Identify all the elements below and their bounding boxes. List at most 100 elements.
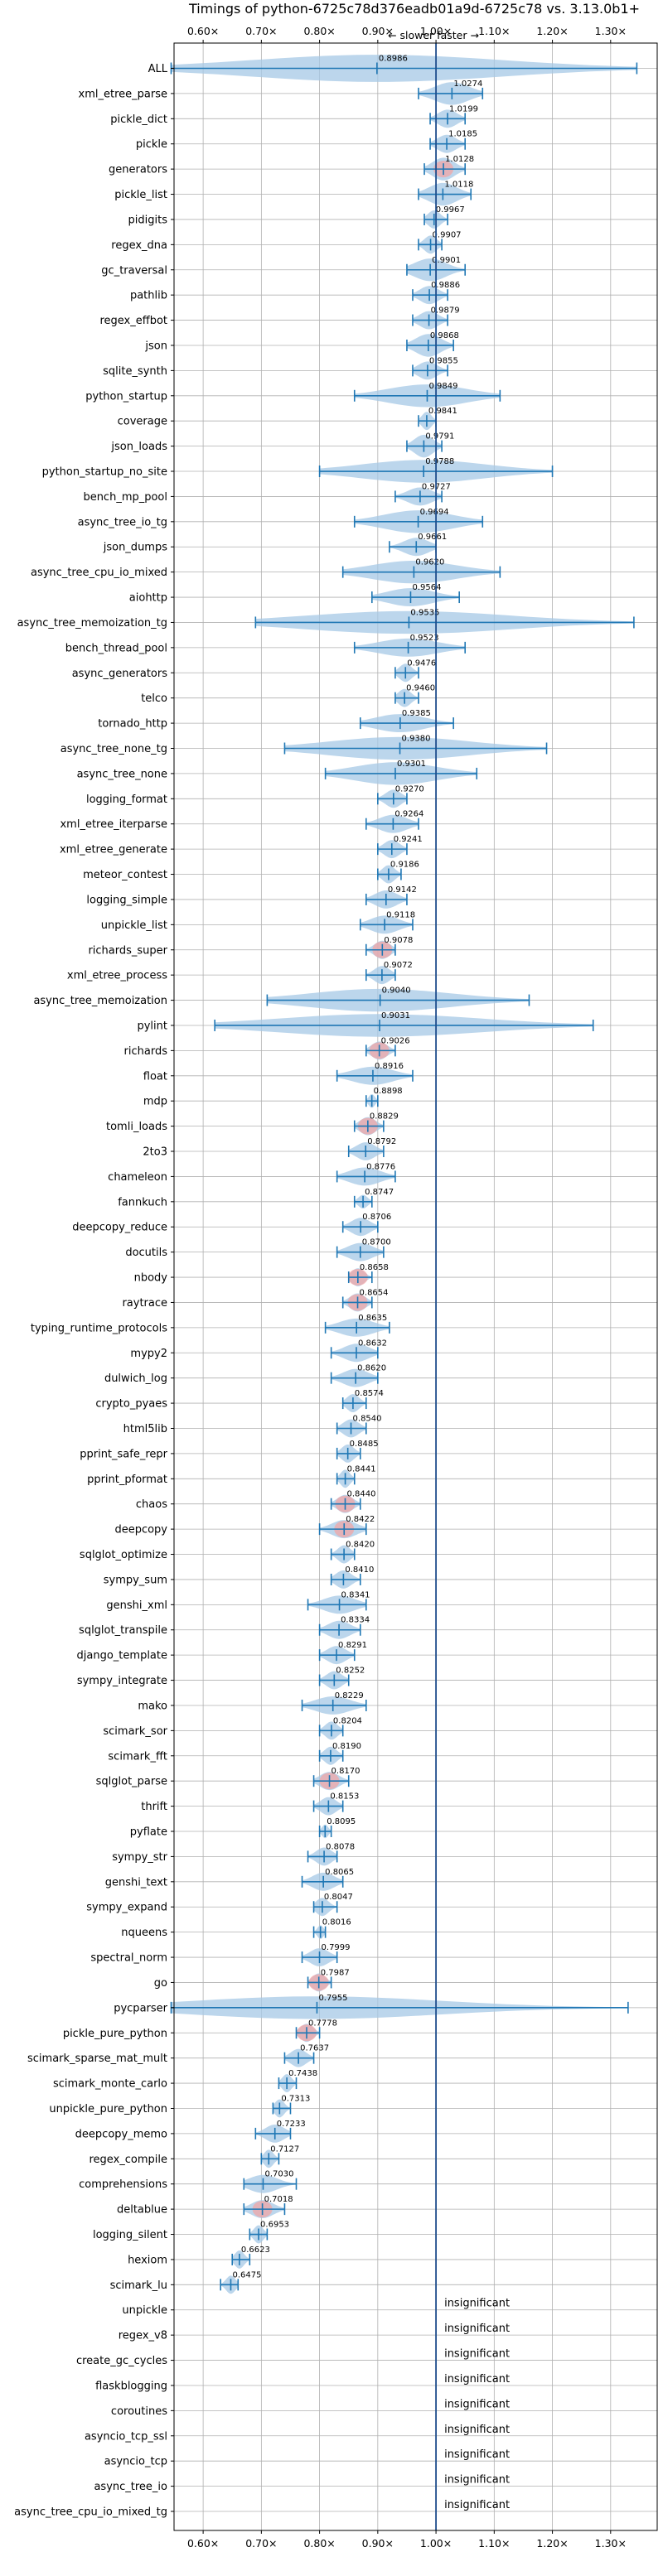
benchmark-label: pathlib <box>130 290 167 302</box>
benchmark-label: pprint_safe_repr <box>80 1448 167 1460</box>
benchmark-label: python_startup_no_site <box>42 466 167 479</box>
insignificant-label: insignificant <box>444 2373 510 2385</box>
value-label: 0.8204 <box>333 1716 362 1725</box>
value-label: 0.8252 <box>336 1667 365 1676</box>
value-label: 0.8153 <box>330 1792 359 1802</box>
benchmark-label: scimark_monte_carlo <box>53 2078 167 2091</box>
value-label: 0.8654 <box>360 1288 389 1297</box>
benchmark-label: sqlglot_parse <box>96 1776 167 1788</box>
insignificant-label: insignificant <box>444 2424 510 2436</box>
benchmark-label: nqueens <box>121 1927 167 1939</box>
benchmark-label: coroutines <box>111 2405 167 2418</box>
value-label: 0.9907 <box>433 230 462 239</box>
x-tick-label-top: 0.70× <box>245 25 277 37</box>
value-label: 0.8422 <box>346 1515 375 1524</box>
x-tick-label-bottom: 0.90× <box>362 2537 394 2549</box>
value-label: 0.9270 <box>395 784 424 794</box>
value-label: 0.9380 <box>402 734 431 743</box>
insignificant-label: insignificant <box>444 2323 510 2335</box>
value-label: 0.8441 <box>347 1464 376 1474</box>
value-label: 0.7313 <box>281 2094 310 2103</box>
benchmark-label: scimark_lu <box>110 2279 167 2292</box>
benchmark-label: xml_etree_process <box>67 970 167 982</box>
value-label: 0.8440 <box>347 1490 376 1499</box>
value-label: 0.9031 <box>381 1011 410 1020</box>
benchmark-label: scimark_sparse_mat_mult <box>27 2053 167 2065</box>
benchmark-label: richards_super <box>88 944 167 957</box>
benchmark-label: pylint <box>137 1020 167 1032</box>
benchmark-label: regex_v8 <box>119 2330 167 2342</box>
value-label: 0.7999 <box>322 1943 351 1952</box>
x-tick-label-bottom: 1.00× <box>420 2537 452 2549</box>
value-label: 0.9620 <box>415 558 444 567</box>
value-label: 0.7018 <box>264 2195 293 2204</box>
value-label: 0.8574 <box>355 1389 384 1398</box>
value-label: 0.9264 <box>394 810 423 819</box>
benchmark-label: pickle <box>136 138 167 151</box>
insignificant-label: insignificant <box>444 2398 510 2410</box>
benchmark-label: pyflate <box>130 1826 167 1839</box>
value-label: 0.9072 <box>384 961 413 970</box>
value-label: 0.8229 <box>335 1691 364 1700</box>
value-label: 0.8776 <box>366 1162 395 1171</box>
benchmark-label: create_gc_cycles <box>76 2355 167 2367</box>
benchmark-label: genshi_text <box>105 1876 167 1889</box>
value-label: 0.8706 <box>362 1213 391 1222</box>
value-label: 0.9841 <box>428 407 457 416</box>
benchmark-label: tomli_loads <box>106 1121 167 1133</box>
benchmark-label: regex_dna <box>111 239 167 252</box>
value-label: 0.9901 <box>432 256 461 265</box>
benchmark-label: async_tree_memoization_tg <box>17 617 167 630</box>
value-label: 0.9661 <box>418 533 447 542</box>
benchmark-label: flaskblogging <box>95 2380 167 2392</box>
benchmark-label: unpickle <box>122 2304 167 2317</box>
value-label: 0.8747 <box>365 1188 394 1197</box>
benchmark-label: logging_format <box>86 794 167 806</box>
value-label: 0.9855 <box>429 356 458 365</box>
benchmark-label: gc_traversal <box>101 264 167 277</box>
benchmark-label: html5lib <box>123 1423 167 1435</box>
x-axis-ticks: 0.60× 0.60× 0.70× 0.70× 0.80× 0.80× 0.90× 0.90×… <box>171 25 627 2549</box>
benchmark-label: xml_etree_iterparse <box>60 818 167 831</box>
benchmark-label: django_template <box>77 1650 167 1662</box>
value-label: 0.8658 <box>360 1263 389 1272</box>
benchmark-label: pickle_dict <box>110 113 167 126</box>
benchmark-label: fannkuch <box>118 1196 167 1208</box>
benchmark-label: sqlglot_transpile <box>79 1624 167 1637</box>
value-label: 0.8341 <box>341 1590 370 1599</box>
benchmark-label: unpickle_pure_python <box>49 2103 167 2115</box>
benchmark-label: crypto_pyaes <box>95 1398 167 1411</box>
value-label: 0.8829 <box>370 1112 399 1122</box>
value-label: 0.9460 <box>406 684 435 693</box>
value-label: 0.9301 <box>397 760 426 769</box>
value-label: 0.8898 <box>374 1087 403 1096</box>
value-label: 0.9788 <box>425 457 454 466</box>
benchmark-label: comprehensions <box>79 2178 167 2191</box>
benchmark-label: sympy_str <box>112 1851 167 1864</box>
benchmark-label: mypy2 <box>130 1348 167 1360</box>
value-label: 0.7637 <box>300 2044 329 2053</box>
value-label: 0.8190 <box>332 1742 361 1751</box>
benchmark-label: sympy_integrate <box>77 1675 167 1687</box>
benchmark-label: python_startup <box>85 390 167 403</box>
value-label: 0.9694 <box>420 508 449 517</box>
benchmark-label: regex_compile <box>89 2154 167 2166</box>
benchmark-label: chaos <box>136 1498 167 1511</box>
value-label: 0.8078 <box>326 1842 355 1851</box>
value-label: 0.9142 <box>388 885 417 895</box>
benchmark-label: async_tree_io <box>94 2481 167 2493</box>
x-tick-label-bottom: 0.60× <box>187 2537 219 2549</box>
benchmark-label: logging_simple <box>86 894 167 906</box>
benchmark-label: ALL <box>148 63 168 75</box>
value-label: 0.8635 <box>358 1314 387 1323</box>
value-label: 0.9791 <box>425 432 454 441</box>
benchmark-label: logging_silent <box>93 2229 167 2241</box>
benchmark-label: pidigits <box>128 214 168 226</box>
benchmark-label: hexiom <box>128 2254 167 2266</box>
grid <box>174 43 657 2530</box>
insignificant-label: insignificant <box>444 2474 510 2487</box>
value-label: 0.8095 <box>327 1817 356 1826</box>
value-label: 0.8792 <box>367 1137 396 1146</box>
benchmark-label: regex_effbot <box>99 315 167 327</box>
